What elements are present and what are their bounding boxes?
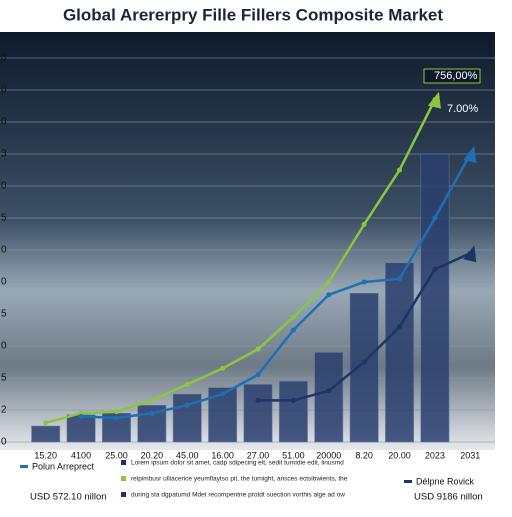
arrow-head <box>463 146 477 163</box>
y-tick-label: 0 <box>1 181 7 192</box>
series-point <box>397 276 403 282</box>
y-tick-label: 0 <box>1 437 7 448</box>
x-tick-label: 20000 <box>316 450 341 460</box>
bar <box>420 153 450 443</box>
y-tick-label: 0 <box>1 117 7 128</box>
annotation: 756,00% <box>434 70 478 82</box>
x-tick-label: 2023 <box>425 450 445 460</box>
y-tick-label: 0 <box>1 277 7 288</box>
series-point <box>220 365 226 371</box>
x-tick-label: 16.00 <box>211 450 234 460</box>
x-tick-label: 27.00 <box>247 450 270 460</box>
series-point <box>432 266 438 272</box>
legend-value: USD 9186 nillon <box>414 492 483 503</box>
x-tick-label: 45.00 <box>176 450 199 460</box>
series-point <box>255 397 261 403</box>
arrow-head <box>463 245 477 263</box>
annotation: 7.00% <box>447 103 478 115</box>
y-tick-label: 0 <box>1 341 7 352</box>
y-tick-label: 0 <box>1 53 7 64</box>
x-tick-label: 2031 <box>460 450 480 460</box>
series-point <box>326 279 332 285</box>
series-point <box>113 415 119 421</box>
series-point <box>397 167 403 173</box>
x-tick-label: 15.20 <box>34 450 57 460</box>
bar <box>243 384 273 443</box>
y-tick-label: 5 <box>1 309 7 320</box>
note-marker <box>121 460 126 465</box>
y-tick-label: 2 <box>1 405 7 416</box>
series-point <box>113 409 119 415</box>
series-point <box>290 314 296 320</box>
series-point <box>149 410 155 416</box>
x-tick-label: 20.00 <box>388 450 411 460</box>
legend-swatch <box>404 480 412 483</box>
series-point <box>78 413 84 419</box>
series-point <box>184 402 190 408</box>
series-line <box>81 153 472 420</box>
series-line <box>45 99 437 425</box>
y-tick-label: 5 <box>1 373 7 384</box>
x-tick-label: 51.00 <box>282 450 305 460</box>
arrow-head <box>427 91 441 109</box>
y-tick-label: 5 <box>1 213 7 224</box>
series-point <box>326 292 332 298</box>
legend-label: Délpne Rovick <box>416 476 475 486</box>
x-tick-label: 20.20 <box>141 450 164 460</box>
chart-title: Global Arererpry Fille Fillers Composite… <box>63 5 443 24</box>
series-point <box>361 359 367 365</box>
legend-value: USD 572.10 nillon <box>30 492 107 503</box>
series-point <box>326 388 332 394</box>
note: relpimbusr ulliacerice yeumflaytso pit, … <box>131 476 348 483</box>
series-point <box>361 279 367 285</box>
note: Lorem ipsum dolor sit amet, cadp sdipeci… <box>131 460 344 467</box>
x-tick-label: 8.20 <box>355 450 373 460</box>
series-point <box>397 324 403 330</box>
note-marker <box>121 492 126 497</box>
series-point <box>43 420 49 426</box>
y-tick-label: 0 <box>1 245 7 256</box>
note-marker <box>121 476 126 481</box>
series-point <box>149 397 155 403</box>
x-tick-label: 25.00 <box>105 450 128 460</box>
bar <box>31 425 61 443</box>
series-point <box>361 221 367 227</box>
series-point <box>290 397 296 403</box>
series-point <box>184 381 190 387</box>
annotation-box <box>423 68 481 84</box>
y-tick-label: 3 <box>1 149 7 160</box>
bar <box>349 292 379 443</box>
y-tick-label: 0 <box>1 85 7 96</box>
bar <box>278 380 308 443</box>
series-point <box>220 391 226 397</box>
bar <box>385 262 414 443</box>
x-tick-label: 4100 <box>71 450 91 460</box>
bar <box>314 352 344 443</box>
legend-swatch <box>20 465 28 468</box>
legend-label: Polun Arreprect <box>32 461 95 471</box>
series-point <box>432 215 438 221</box>
note: during sta dgpatumd Mdet recompentne pro… <box>131 492 345 499</box>
series-point <box>255 346 261 352</box>
series-point <box>290 327 296 333</box>
series-point <box>255 372 261 378</box>
